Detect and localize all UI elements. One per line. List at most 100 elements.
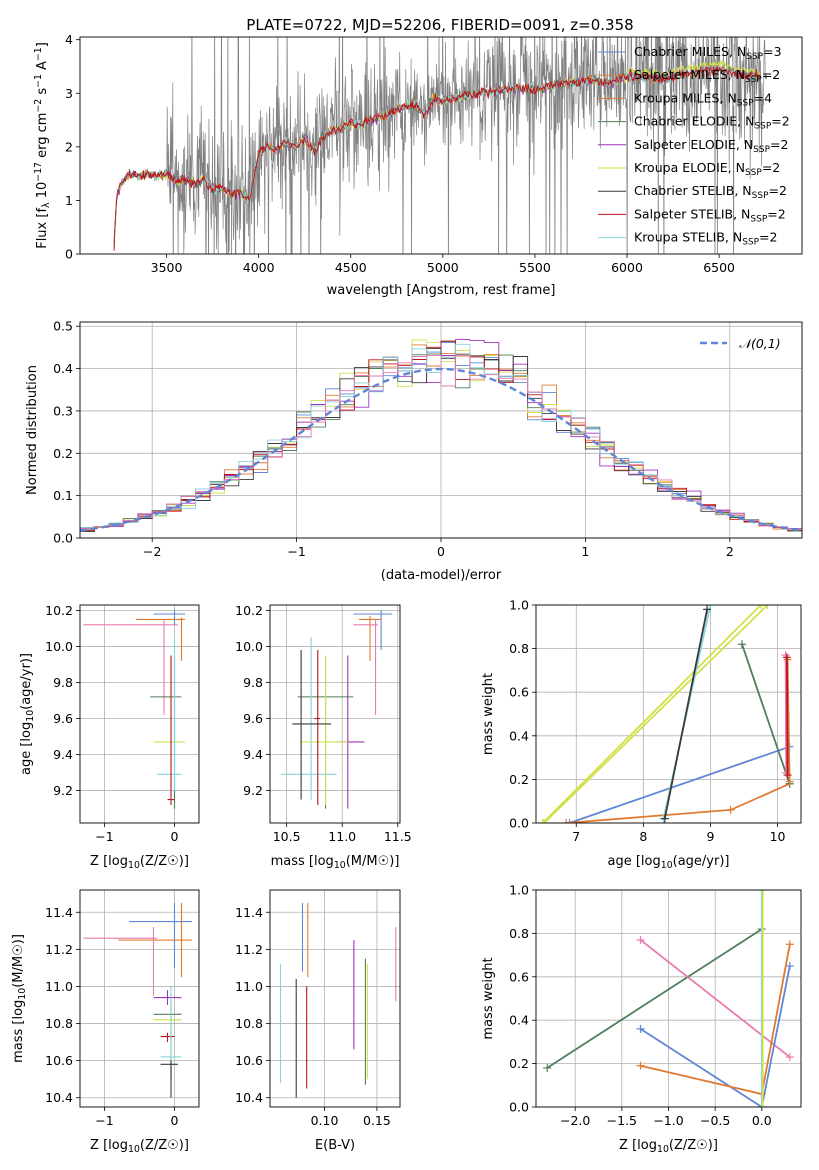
weight-line bbox=[566, 782, 790, 823]
y-tick-label: 2 bbox=[65, 139, 73, 154]
residuals-panel: −2 −1 0 1 2 0.0 0.1 0.2 0.3 0.4 0.5 (data-model)/er… bbox=[25, 319, 803, 583]
points bbox=[83, 902, 192, 1098]
x-tick-label: 1 bbox=[581, 544, 589, 559]
model-spectrum-kroupa_stelib bbox=[113, 65, 760, 251]
axes-frame bbox=[79, 604, 200, 824]
age-vs-z-panel: −1 0 9.2 9.4 9.6 9.8 10.0 10.2 Z [log10​(Z/Z☉)] a… bbox=[19, 603, 200, 871]
x-tick-label: 6000 bbox=[611, 260, 643, 275]
y-tick-label: 10.0 bbox=[45, 639, 73, 654]
y-tick-label: 0.4 bbox=[509, 1013, 529, 1028]
y-tick-label: 0.1 bbox=[53, 488, 73, 503]
weight-series bbox=[543, 890, 794, 1107]
x-tick-label: 0 bbox=[437, 544, 445, 559]
legend-entry: Chabrier ELODIE, NSSP​=2 bbox=[634, 114, 790, 132]
weight-line bbox=[542, 605, 762, 823]
weight-series bbox=[538, 605, 794, 823]
axes-frame bbox=[535, 604, 802, 824]
y-tick-label: 10.8 bbox=[235, 1016, 263, 1031]
weight-marker bbox=[756, 605, 765, 609]
weight-marker bbox=[543, 1063, 552, 1072]
y-tick-label: 10.4 bbox=[45, 1090, 73, 1105]
y-tick-label: 9.4 bbox=[53, 747, 73, 762]
y-tick-label: 0.8 bbox=[509, 641, 529, 656]
weight-marker bbox=[540, 819, 549, 823]
legend-entry: Salpeter STELIB, NSSP​=2 bbox=[634, 206, 786, 224]
x-tick-label: 5000 bbox=[427, 260, 459, 275]
legend-entry: 𝒩(0,1) bbox=[739, 336, 781, 351]
y-tick-label: 0.2 bbox=[509, 772, 529, 787]
y-tick-label: 0.3 bbox=[53, 403, 73, 418]
weight-line bbox=[786, 657, 789, 776]
weight-line bbox=[640, 965, 791, 1107]
y-tick-label: 0.4 bbox=[509, 728, 529, 743]
y-tick-label: 10.8 bbox=[45, 1016, 73, 1031]
x-tick-label: 9 bbox=[706, 829, 714, 844]
y-tick-label: 0.8 bbox=[509, 926, 529, 941]
legend-entry: Salpeter MILES, NSSP​=2 bbox=[634, 67, 780, 85]
x-tick-label: 3500 bbox=[151, 260, 183, 275]
x-tick-label: −1 bbox=[287, 544, 305, 559]
legend-entry: Kroupa STELIB, NSSP​=2 bbox=[634, 230, 778, 248]
y-tick-label: 0.2 bbox=[509, 1056, 529, 1071]
x-tick-label: −1 bbox=[95, 1113, 113, 1128]
weight-marker bbox=[785, 940, 794, 949]
axes-frame bbox=[79, 321, 803, 539]
points bbox=[83, 610, 185, 809]
x-tick-label: −2.0 bbox=[560, 1113, 590, 1128]
axes-frame bbox=[79, 36, 803, 255]
y-tick-label: 1.0 bbox=[509, 598, 529, 613]
y-tick-label: 0.0 bbox=[509, 816, 529, 831]
weight-line bbox=[546, 928, 763, 1069]
x-tick-label: −2 bbox=[143, 544, 161, 559]
y-tick-label: 1.0 bbox=[509, 883, 529, 898]
points bbox=[279, 902, 397, 1098]
weight-marker bbox=[785, 777, 794, 786]
mass-vs-ebv-panel: 0.10 0.15 10.4 10.6 10.8 11.0 11.2 11.4 E(B-V) bbox=[235, 889, 401, 1153]
x-tick-label: −1 bbox=[95, 829, 113, 844]
y-tick-label: 9.2 bbox=[243, 783, 263, 798]
legend-entry: Kroupa ELODIE, NSSP​=2 bbox=[634, 160, 780, 178]
observed-spectrum bbox=[113, 37, 768, 254]
y-tick-label: 9.6 bbox=[243, 711, 263, 726]
x-tick-label: −1.0 bbox=[653, 1113, 683, 1128]
y-tick-label: 0.6 bbox=[509, 969, 529, 984]
x-tick-label: 6500 bbox=[703, 260, 735, 275]
weight-marker bbox=[726, 805, 735, 814]
y-tick-label: 11.2 bbox=[45, 942, 73, 957]
model-spectrum-salpeter_stelib bbox=[113, 66, 760, 251]
mass-vs-z-panel: −1 0 10.4 10.6 10.8 11.0 11.2 11.4 Z [log10​(Z/Z… bbox=[11, 889, 200, 1155]
axis-label: mass [log10​(M/M☉)] bbox=[11, 934, 28, 1063]
y-tick-label: 11.4 bbox=[235, 905, 263, 920]
y-tick-label: 0.6 bbox=[509, 685, 529, 700]
y-tick-label: 9.8 bbox=[243, 675, 263, 690]
y-tick-label: 0.0 bbox=[509, 1100, 529, 1115]
legend-entry: Salpeter ELODIE, NSSP​=2 bbox=[634, 137, 788, 155]
x-tick-label: 11.5 bbox=[384, 829, 412, 844]
histograms bbox=[80, 339, 802, 533]
x-tick-label: 2 bbox=[726, 544, 734, 559]
y-tick-label: 10.4 bbox=[235, 1090, 263, 1105]
weight-marker bbox=[785, 1053, 794, 1062]
axis-label: Z [log10​(Z/Z☉)] bbox=[90, 854, 189, 871]
weight-marker bbox=[636, 935, 645, 944]
y-tick-label: 9.2 bbox=[53, 783, 73, 798]
y-tick-label: 0.4 bbox=[53, 361, 73, 376]
x-tick-label: 0 bbox=[171, 1113, 179, 1128]
x-tick-label: 7 bbox=[572, 829, 580, 844]
legend-entry: Chabrier MILES, NSSP​=3 bbox=[634, 44, 782, 62]
weight-line bbox=[569, 745, 790, 823]
y-tick-label: 10.2 bbox=[45, 603, 73, 618]
weight-marker bbox=[703, 605, 712, 614]
x-tick-label: −1.5 bbox=[607, 1113, 637, 1128]
x-tick-label: 4500 bbox=[335, 260, 367, 275]
axis-label: E(B-V) bbox=[315, 1138, 355, 1153]
y-tick-label: 11.0 bbox=[45, 979, 73, 994]
weight-marker bbox=[562, 819, 571, 823]
x-tick-label: 11.0 bbox=[328, 829, 356, 844]
weight-marker bbox=[758, 890, 767, 894]
legend-entry: Kroupa MILES, NSSP​=4 bbox=[634, 90, 772, 108]
y-tick-label: 4 bbox=[65, 32, 73, 47]
y-tick-label: 3 bbox=[65, 86, 73, 101]
y-tick-label: 9.6 bbox=[53, 711, 73, 726]
y-tick-label: 10.6 bbox=[45, 1053, 73, 1068]
